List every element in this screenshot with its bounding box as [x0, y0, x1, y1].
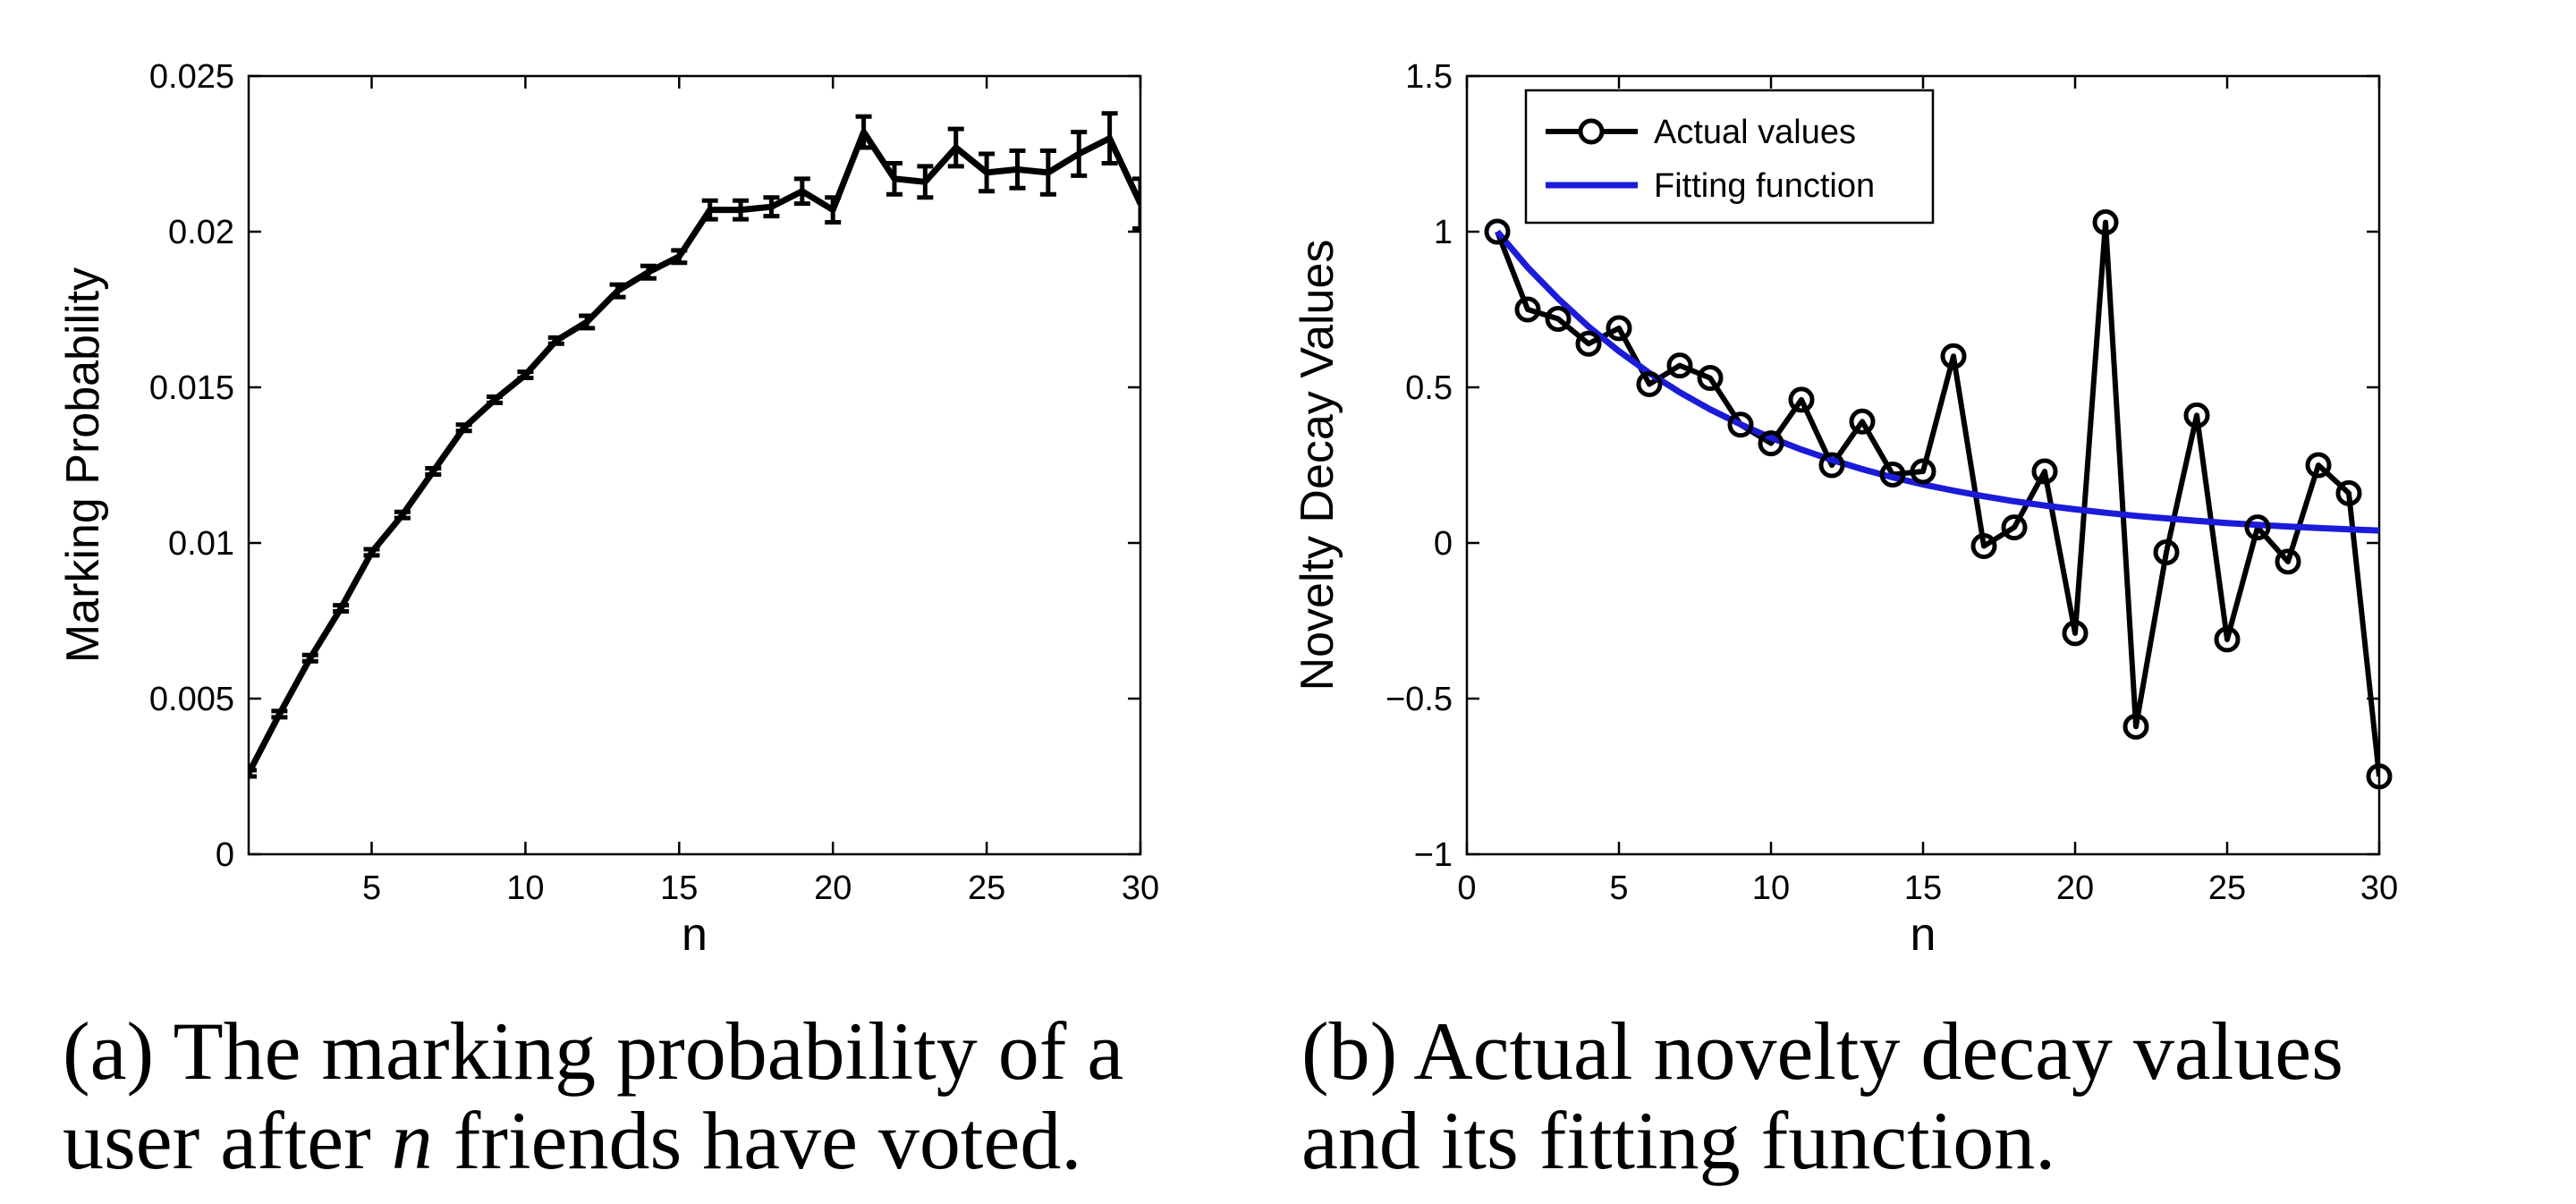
chart-a-x-tick-label: 30: [1122, 869, 1159, 907]
chart-b-series-actual-values-point: [2031, 458, 2058, 485]
chart-a-y-tick-label: 0.01: [168, 525, 234, 563]
chart-a-x-tick-label: 15: [660, 869, 698, 907]
chart-a-y-tick-label: 0.015: [149, 369, 234, 407]
chart-b-y-axis-label: Novelty Decay Values: [1292, 240, 1343, 691]
chart-b-series-actual-values-point: [1545, 305, 1572, 332]
chart-b-series-actual-values-point: [1697, 365, 1724, 392]
chart-b-series-actual-values-point: [2183, 402, 2210, 428]
chart-b-series-actual-values-point: [1879, 461, 1906, 488]
chart-b-series-actual-values-point: [2214, 626, 2241, 653]
chart-b-series-fitting-function-line: [1495, 229, 2379, 534]
chart-b-novelty-decay: 0 5 10 15 20 25 30 −1 −0.5 0 0.5 1 1.5 n Novelty Decay…: [1292, 58, 2398, 961]
chart-b-x-tick-label: 15: [1904, 869, 1942, 907]
chart-a-x-axis-label: n: [682, 909, 708, 961]
chart-a-x-tick-label: 20: [814, 869, 852, 907]
chart-b-series-actual-values-point: [2153, 538, 2180, 565]
caption-b-text-2: and its fitting function.: [1301, 1095, 2056, 1186]
chart-b-series-actual-values-point: [1727, 411, 1754, 438]
chart-b-series-actual-values-point: [1818, 452, 1845, 479]
chart-b-series-actual-values-point: [2305, 452, 2332, 479]
chart-a-y-tick-label: 0.02: [168, 214, 234, 251]
caption-b-label: (b): [1301, 1005, 1398, 1097]
chart-b-series-actual-values-point: [2001, 514, 2028, 541]
chart-b-y-tick-label: 1: [1434, 214, 1453, 251]
chart-b-series-actual-values-point: [2123, 713, 2149, 740]
chart-b-series-actual-values-point: [1484, 218, 1511, 245]
chart-a-series-0-line: [249, 129, 1140, 776]
caption-b: (b) Actual novelty decay values and its …: [1301, 1006, 2343, 1185]
chart-b-series-actual-values-point: [2366, 763, 2393, 790]
chart-a-x-tick-label: 10: [506, 869, 544, 907]
chart-b-x-tick-label: 0: [1457, 869, 1476, 907]
chart-a-marking-probability: 5 10 15 20 25 30 0 0.005 0.01 0.015 0.02 0.025 n Mark…: [57, 58, 1159, 961]
chart-b-series-actual-values-point: [1970, 532, 1997, 559]
chart-a-y-axis-label: Marking Probability: [57, 267, 109, 663]
chart-b-plot-area: [1495, 219, 2379, 777]
chart-a-y-tick-label: 0.005: [149, 681, 234, 718]
caption-a-line-2: user after n friends have voted.: [63, 1096, 1123, 1185]
caption-a-text-2-post: friends have voted.: [432, 1095, 1082, 1186]
chart-b-x-axis-label: n: [1911, 909, 1936, 961]
caption-a-text-1: The marking probability of a: [173, 1005, 1124, 1097]
chart-b-series-actual-values-point: [2244, 514, 2271, 541]
chart-b-series-actual-values-point: [2335, 479, 2362, 506]
chart-b-legend: [1524, 89, 1935, 225]
chart-a-y-tick-label: 0.025: [149, 58, 234, 96]
chart-b-y-tick-label: 0.5: [1405, 369, 1453, 407]
chart-b-series-actual-values-point: [1514, 296, 1541, 323]
caption-b-line-1: (b) Actual novelty decay values: [1301, 1006, 2343, 1096]
chart-b-series-actual-values-point: [1788, 386, 1815, 413]
chart-a-x-tick-label: 25: [968, 869, 1005, 907]
chart-b-x-tick-label: 5: [1609, 869, 1628, 907]
chart-b-legend-actual-values-marker: [1578, 118, 1605, 145]
chart-a-plot-area: [249, 111, 1140, 779]
caption-a: (a) The marking probability of a user af…: [63, 1006, 1123, 1185]
caption-b-text-1: Actual novelty decay values: [1413, 1005, 2343, 1097]
chart-b-x-tick-label: 20: [2056, 869, 2094, 907]
chart-b-y-tick-label: −0.5: [1385, 681, 1453, 718]
chart-b-series-actual-values-point: [1636, 371, 1663, 398]
chart-b-series-actual-values-point: [1940, 343, 1967, 369]
chart-b-y-tick-label: 1.5: [1405, 58, 1453, 96]
caption-a-label: (a): [63, 1005, 155, 1097]
chart-b-series-actual-values-point: [2062, 620, 2089, 647]
caption-b-line-2: and its fitting function.: [1301, 1096, 2343, 1185]
chart-b-x-tick-label: 10: [1752, 869, 1790, 907]
caption-a-text-2-pre: user after: [63, 1095, 392, 1186]
chart-b-y-tick-label: −1: [1414, 836, 1453, 874]
chart-a-plot-frame: [247, 74, 1142, 856]
chart-b-series-actual-values-line: [1495, 219, 2379, 777]
caption-a-variable: n: [391, 1095, 433, 1186]
chart-b-y-tick-label: 0: [1434, 525, 1453, 563]
chart-b-legend-actual-values-label: Actual values: [1654, 114, 1856, 151]
chart-b-series-actual-values-point: [1575, 330, 1602, 357]
chart-a-x-tick-label: 5: [362, 869, 381, 907]
chart-b-legend-fitting-function-label: Fitting function: [1654, 167, 1875, 205]
chart-b-series-actual-values-point: [1758, 430, 1784, 457]
chart-b-series-actual-values-point: [1606, 315, 1632, 342]
chart-b-series-actual-values-point: [2092, 209, 2119, 236]
chart-b-series-actual-values-point: [1849, 408, 1876, 435]
chart-b-series-actual-values-point: [1666, 352, 1693, 379]
caption-a-line-1: (a) The marking probability of a: [63, 1006, 1123, 1096]
chart-b-series-actual-values-point: [1910, 458, 1936, 485]
chart-b-x-tick-label: 25: [2208, 869, 2246, 907]
chart-b-series-actual-values-point: [2275, 548, 2301, 575]
chart-b-x-tick-label: 30: [2360, 869, 2398, 907]
chart-a-y-tick-label: 0: [216, 836, 234, 874]
